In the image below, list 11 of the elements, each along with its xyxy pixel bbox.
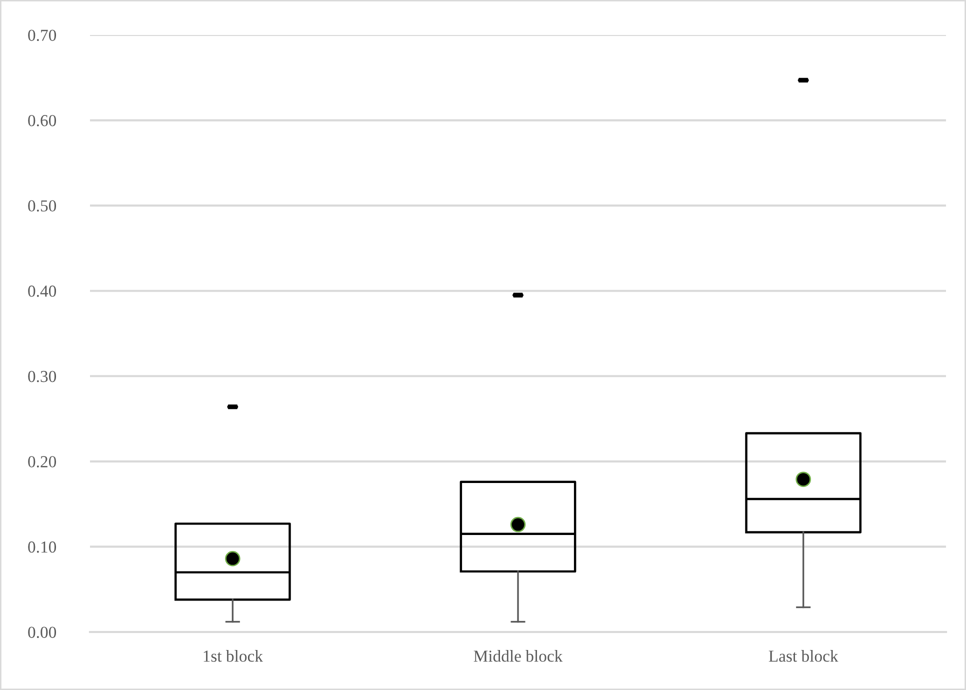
y-tick-label: 0.60 [28, 114, 56, 126]
x-tick-label: Middle block [474, 650, 563, 662]
y-tick-label: 0.30 [28, 370, 56, 382]
x-tick-label: Last block [768, 650, 838, 662]
y-tick-label: 0.50 [28, 200, 56, 212]
y-tick-label: 0.40 [28, 286, 56, 297]
x-tick-label: 1st block [204, 650, 263, 662]
y-tick-label: 0.10 [28, 541, 56, 553]
y-tick-label: 0.20 [28, 456, 56, 468]
y-tick-label: 0.00 [28, 626, 56, 638]
y-tick-label: 0.70 [28, 30, 56, 42]
